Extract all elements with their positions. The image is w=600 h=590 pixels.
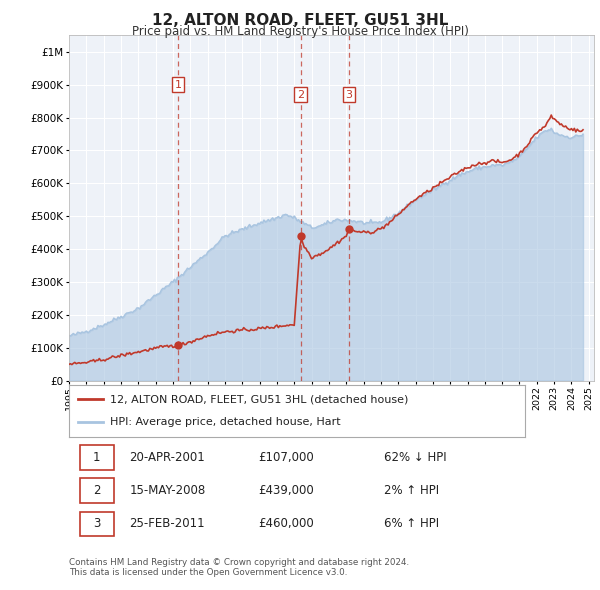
Text: 2: 2 <box>93 484 100 497</box>
Text: HPI: Average price, detached house, Hart: HPI: Average price, detached house, Hart <box>110 417 341 427</box>
Text: Contains HM Land Registry data © Crown copyright and database right 2024.
This d: Contains HM Land Registry data © Crown c… <box>69 558 409 577</box>
Text: 20-APR-2001: 20-APR-2001 <box>130 451 205 464</box>
Text: 3: 3 <box>346 90 352 100</box>
Text: 25-FEB-2011: 25-FEB-2011 <box>130 517 205 530</box>
FancyBboxPatch shape <box>79 512 113 536</box>
Text: 2% ↑ HPI: 2% ↑ HPI <box>384 484 439 497</box>
FancyBboxPatch shape <box>79 445 113 470</box>
Text: £107,000: £107,000 <box>258 451 314 464</box>
Text: £460,000: £460,000 <box>258 517 314 530</box>
FancyBboxPatch shape <box>79 478 113 503</box>
Text: 1: 1 <box>93 451 100 464</box>
Text: 12, ALTON ROAD, FLEET, GU51 3HL: 12, ALTON ROAD, FLEET, GU51 3HL <box>152 13 448 28</box>
Text: 15-MAY-2008: 15-MAY-2008 <box>130 484 206 497</box>
Text: 2: 2 <box>297 90 304 100</box>
Text: 6% ↑ HPI: 6% ↑ HPI <box>384 517 439 530</box>
Text: 12, ALTON ROAD, FLEET, GU51 3HL (detached house): 12, ALTON ROAD, FLEET, GU51 3HL (detache… <box>110 394 409 404</box>
Text: £439,000: £439,000 <box>258 484 314 497</box>
Text: 1: 1 <box>175 80 182 90</box>
Text: Price paid vs. HM Land Registry's House Price Index (HPI): Price paid vs. HM Land Registry's House … <box>131 25 469 38</box>
Text: 3: 3 <box>93 517 100 530</box>
Text: 62% ↓ HPI: 62% ↓ HPI <box>384 451 446 464</box>
